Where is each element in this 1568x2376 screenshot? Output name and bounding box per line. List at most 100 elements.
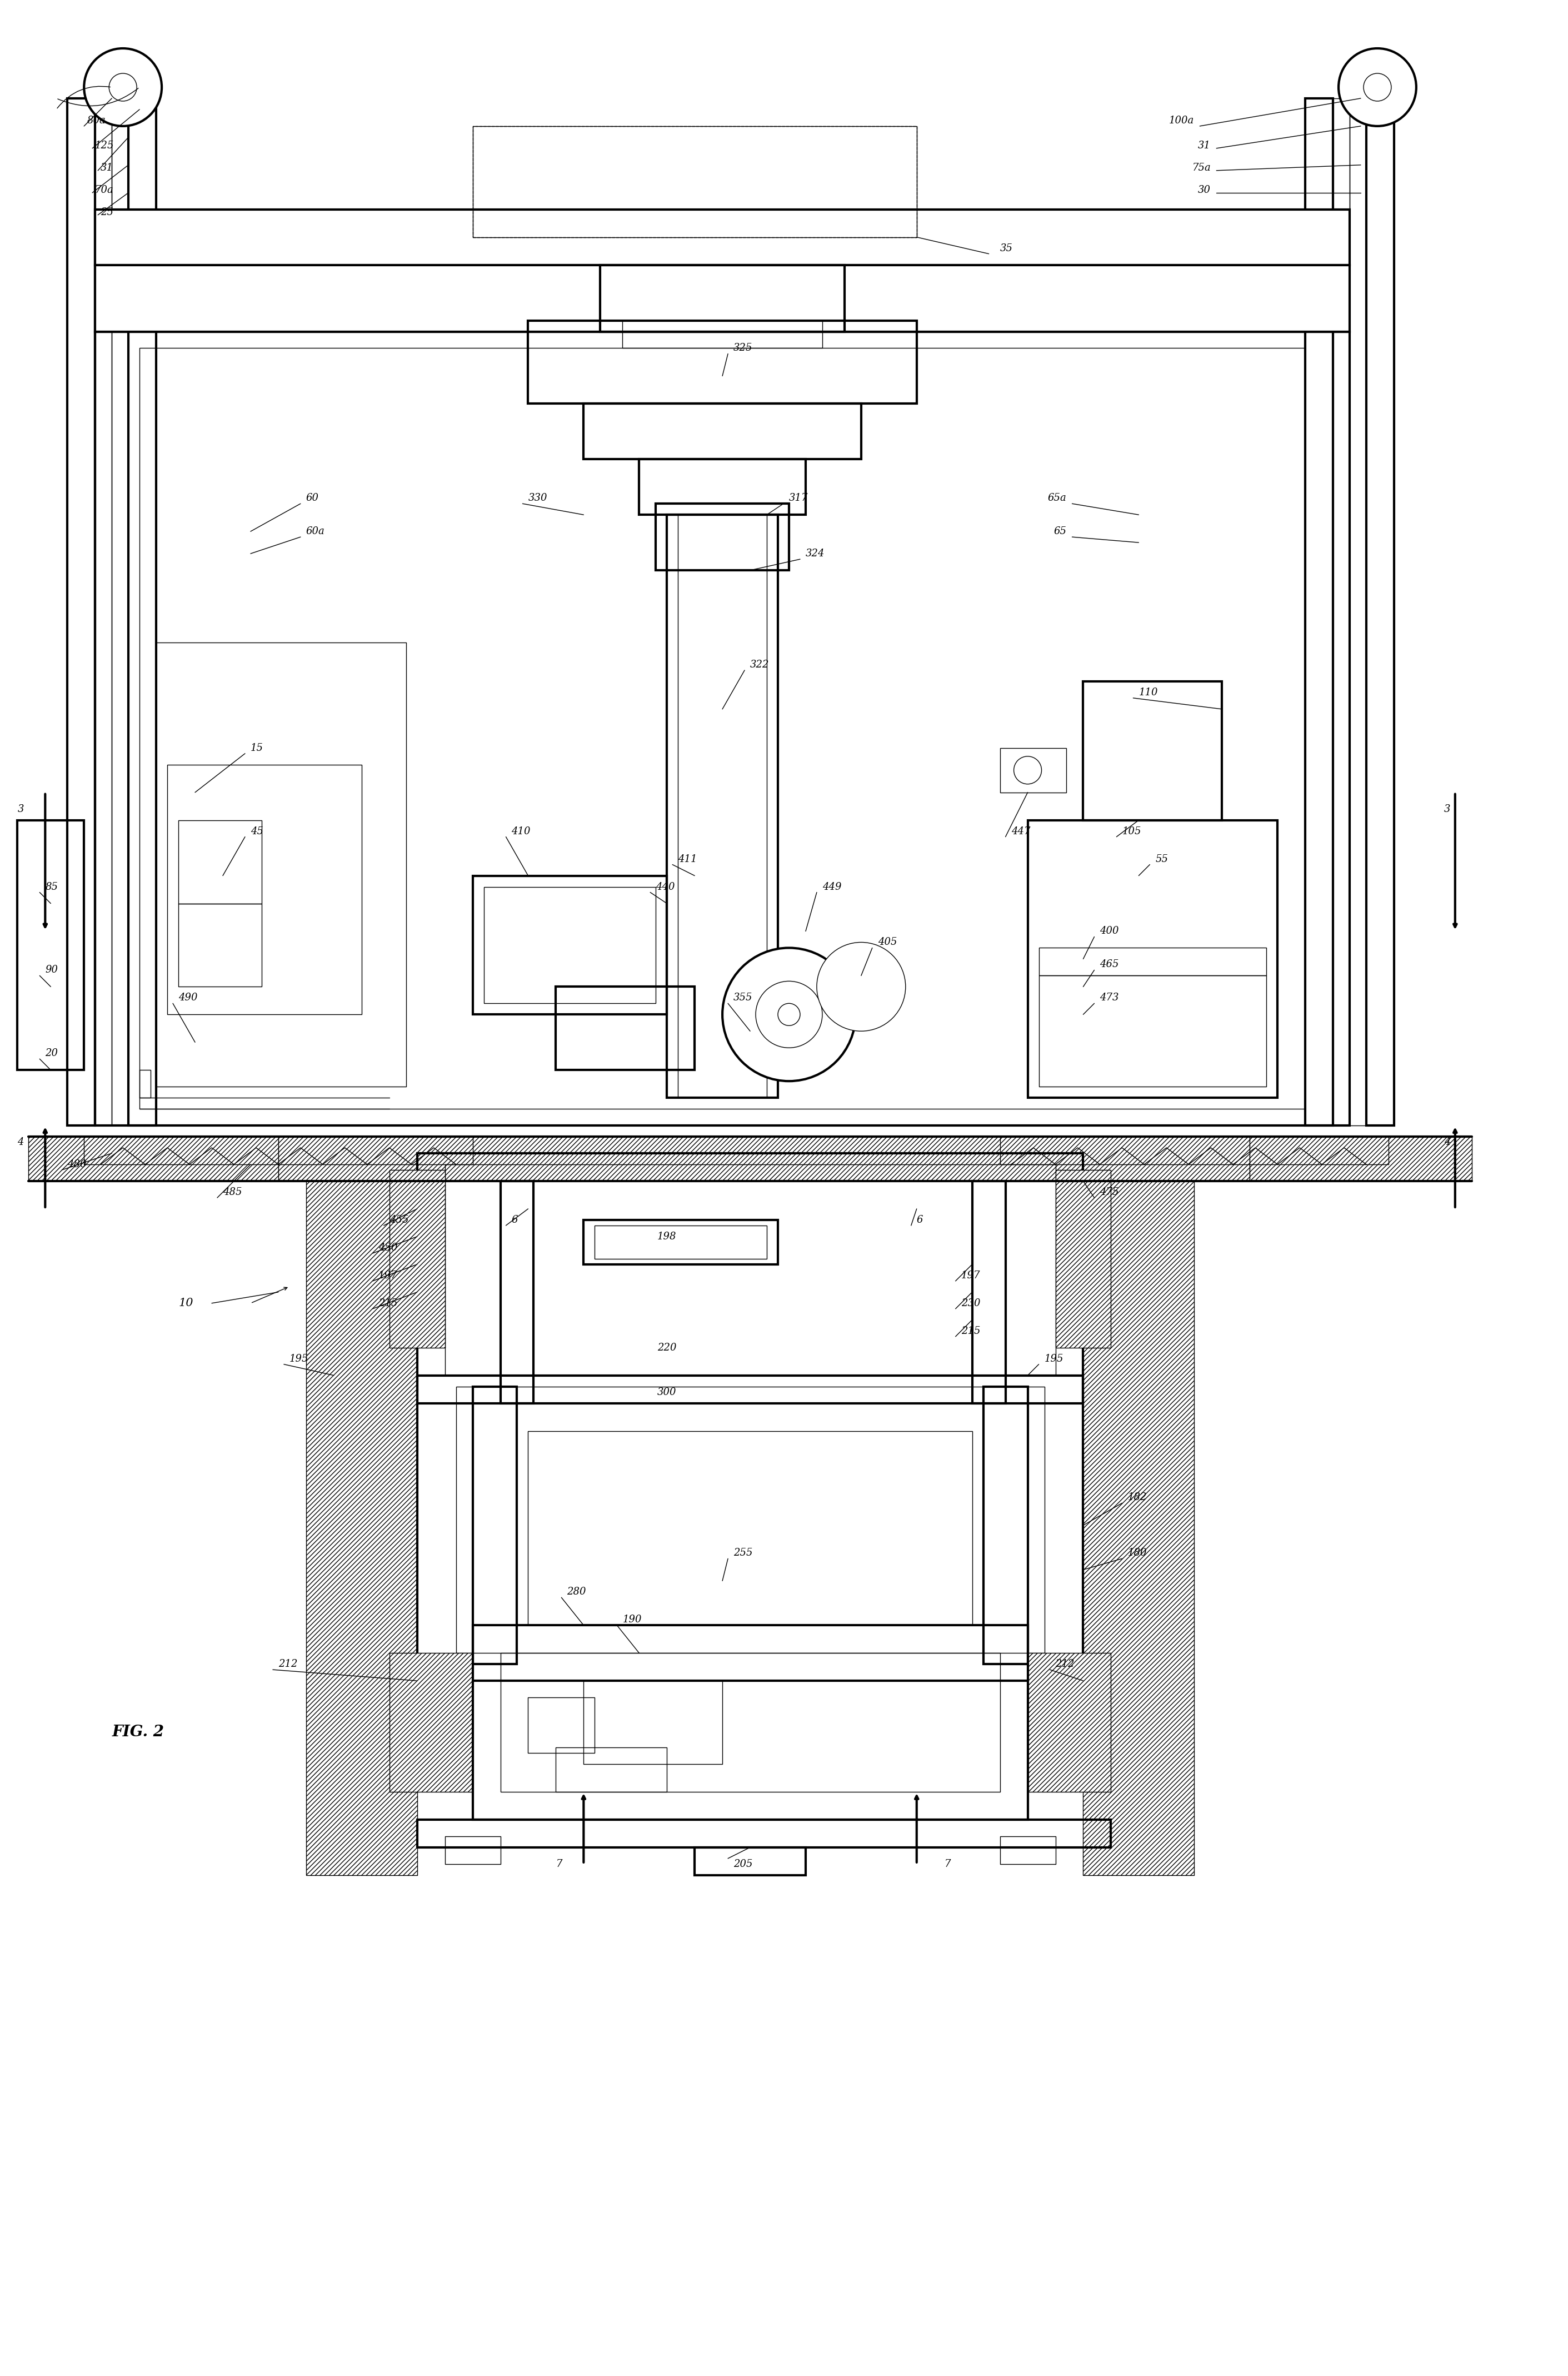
Bar — [557, 986, 695, 1069]
Bar — [1250, 1136, 1472, 1181]
Text: 197: 197 — [378, 1271, 397, 1281]
Bar — [972, 1181, 1005, 1404]
Bar — [472, 126, 917, 238]
Circle shape — [1014, 756, 1041, 784]
Bar — [85, 1136, 472, 1164]
Text: 55: 55 — [1156, 853, 1168, 865]
Text: 400: 400 — [1099, 927, 1120, 936]
Text: 70a: 70a — [96, 185, 114, 195]
Bar — [417, 1820, 1112, 1849]
Text: 20: 20 — [45, 1048, 58, 1057]
Bar — [1083, 1181, 1195, 1875]
Text: 75a: 75a — [1192, 162, 1210, 173]
Text: 195: 195 — [290, 1354, 309, 1364]
Bar — [17, 820, 85, 1069]
Text: 212: 212 — [1055, 1658, 1074, 1668]
Text: 355: 355 — [734, 993, 753, 1003]
Text: 325: 325 — [734, 342, 753, 354]
Bar — [1305, 97, 1333, 1126]
Text: 220: 220 — [657, 1342, 676, 1352]
Bar — [1038, 977, 1267, 1086]
Bar — [389, 1169, 445, 1347]
Text: 449: 449 — [822, 881, 842, 891]
Text: 197: 197 — [961, 1271, 980, 1281]
Text: 455: 455 — [389, 1214, 409, 1226]
Bar — [583, 1219, 778, 1264]
Bar — [583, 404, 861, 459]
Text: 212: 212 — [278, 1658, 298, 1668]
Text: 322: 322 — [750, 661, 770, 670]
Text: 180: 180 — [1127, 1549, 1146, 1559]
Bar — [96, 97, 111, 1126]
Circle shape — [110, 74, 136, 102]
Bar — [1027, 1654, 1112, 1792]
Circle shape — [1339, 48, 1416, 126]
Circle shape — [723, 948, 856, 1081]
Bar — [601, 264, 845, 333]
Text: 85: 85 — [45, 881, 58, 891]
Bar — [528, 1696, 594, 1753]
Text: 30: 30 — [1198, 185, 1210, 195]
Text: 65: 65 — [1054, 527, 1066, 537]
Bar — [1000, 748, 1066, 791]
Text: 440: 440 — [655, 881, 674, 891]
Text: 317: 317 — [789, 494, 808, 504]
Bar — [96, 209, 1350, 264]
Text: 324: 324 — [806, 549, 825, 558]
Text: 447: 447 — [1011, 827, 1030, 836]
Text: 215: 215 — [961, 1326, 980, 1335]
Bar — [1027, 820, 1278, 1098]
Text: 25: 25 — [100, 207, 113, 216]
Circle shape — [756, 981, 822, 1048]
Bar — [655, 504, 789, 570]
Text: 100a: 100a — [1170, 116, 1195, 126]
Text: 10: 10 — [179, 1297, 193, 1309]
Bar — [983, 1388, 1027, 1663]
Bar — [677, 516, 767, 1098]
Text: 60a: 60a — [306, 527, 325, 537]
Bar — [1083, 682, 1221, 820]
Bar — [306, 1181, 417, 1875]
Bar — [278, 1136, 1250, 1181]
Text: 465: 465 — [1099, 960, 1120, 969]
Text: 300: 300 — [657, 1388, 676, 1397]
Bar — [594, 1226, 767, 1259]
Circle shape — [817, 943, 906, 1031]
Text: 35: 35 — [1000, 242, 1013, 254]
Bar — [96, 264, 1350, 333]
Bar — [417, 1376, 1083, 1680]
Text: 490: 490 — [179, 993, 198, 1003]
Text: 410: 410 — [511, 827, 530, 836]
Text: 3: 3 — [1444, 803, 1450, 815]
Text: 255: 255 — [734, 1549, 753, 1559]
Bar — [557, 1746, 666, 1792]
Text: 110: 110 — [1138, 687, 1157, 699]
Bar — [583, 1680, 723, 1763]
Bar — [1333, 97, 1350, 1126]
Bar — [168, 765, 362, 1015]
Bar — [500, 1181, 533, 1404]
Bar — [472, 877, 666, 1015]
Text: 473: 473 — [1099, 993, 1120, 1003]
Bar — [1000, 1837, 1055, 1865]
Bar — [1350, 97, 1366, 1126]
Bar — [179, 903, 262, 986]
Bar — [666, 516, 778, 1098]
Text: 195: 195 — [1044, 1354, 1063, 1364]
Bar — [445, 1837, 500, 1865]
Text: 205: 205 — [734, 1858, 753, 1870]
Text: 45: 45 — [251, 827, 263, 836]
Text: 198: 198 — [657, 1231, 676, 1243]
Text: 105: 105 — [1123, 827, 1142, 836]
Bar — [456, 1388, 1044, 1654]
Text: 182: 182 — [1127, 1492, 1146, 1502]
Text: 7: 7 — [944, 1858, 950, 1870]
Text: 3: 3 — [17, 803, 24, 815]
Text: 475: 475 — [1099, 1188, 1120, 1198]
Text: 65a: 65a — [1047, 494, 1066, 504]
Text: 330: 330 — [528, 494, 547, 504]
Bar — [28, 1136, 278, 1181]
Text: 7: 7 — [557, 1858, 563, 1870]
Bar — [157, 642, 406, 1086]
Text: 31: 31 — [100, 162, 113, 173]
